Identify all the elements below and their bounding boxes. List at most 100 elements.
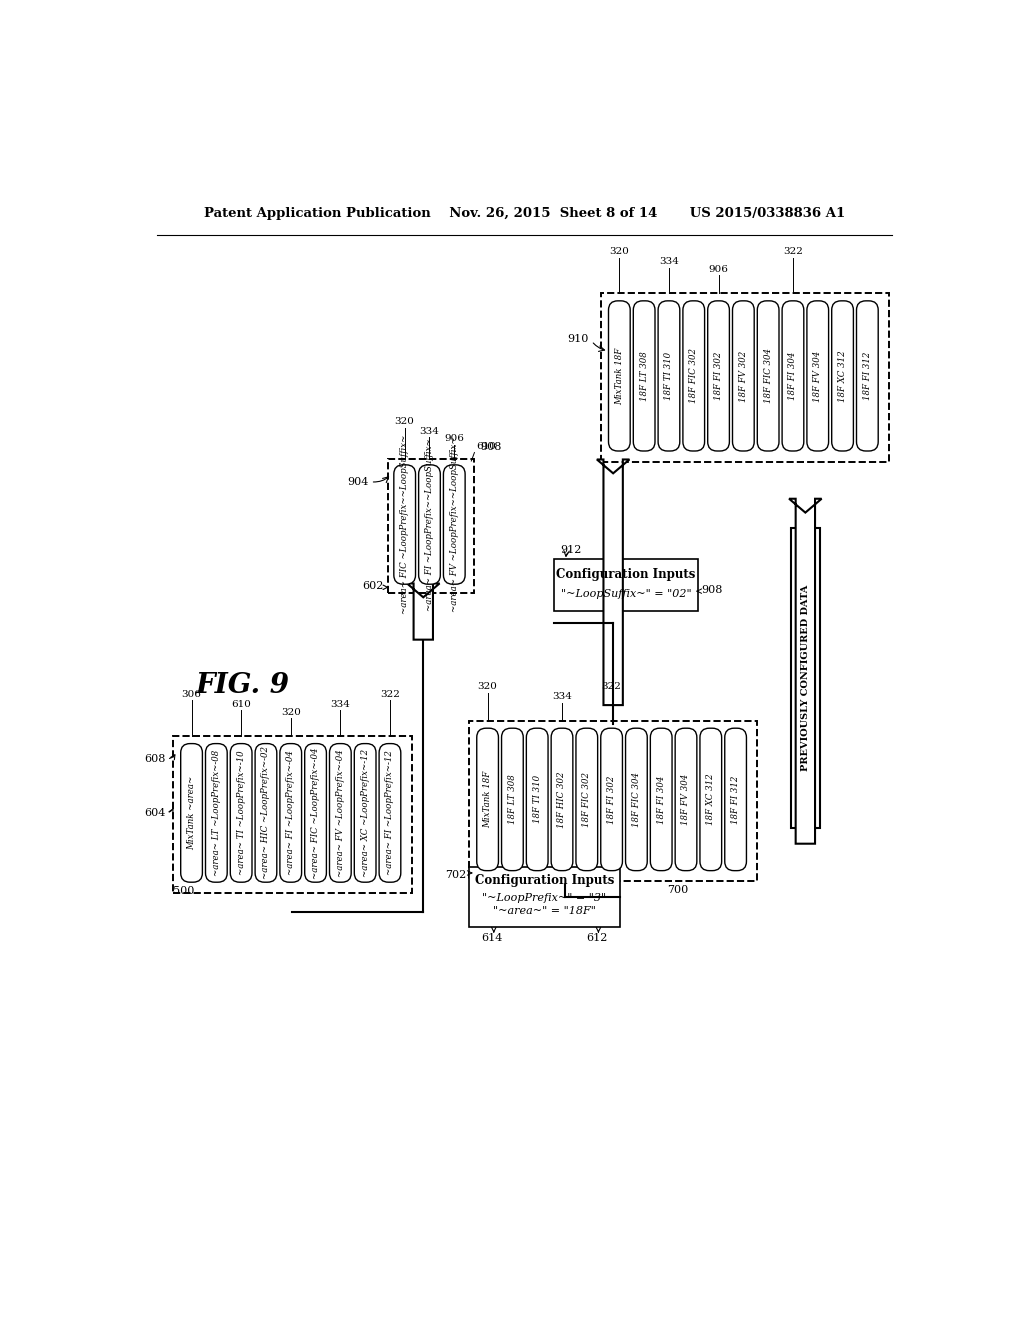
Text: 334: 334: [659, 257, 679, 267]
Bar: [791, 528, 820, 829]
FancyBboxPatch shape: [658, 301, 680, 451]
Text: 18F LT 308: 18F LT 308: [640, 351, 648, 401]
Text: MixTank ~area~: MixTank ~area~: [187, 776, 196, 850]
Text: ~area~ FI ~LoopPrefix~-12: ~area~ FI ~LoopPrefix~-12: [385, 751, 394, 875]
FancyBboxPatch shape: [502, 729, 523, 871]
FancyBboxPatch shape: [280, 743, 302, 882]
Text: 322: 322: [602, 682, 622, 692]
FancyBboxPatch shape: [700, 729, 722, 871]
Text: 18F LT 308: 18F LT 308: [508, 775, 517, 824]
Text: 610: 610: [476, 442, 496, 451]
Text: 18F FI 312: 18F FI 312: [731, 775, 740, 824]
FancyBboxPatch shape: [394, 465, 416, 585]
FancyBboxPatch shape: [180, 743, 203, 882]
Text: 320: 320: [281, 708, 301, 717]
Text: 702: 702: [445, 870, 467, 879]
Text: 612: 612: [586, 933, 607, 942]
FancyBboxPatch shape: [608, 301, 630, 451]
Text: ~area~ XC ~LoopPrefix~-12: ~area~ XC ~LoopPrefix~-12: [360, 748, 370, 876]
FancyBboxPatch shape: [758, 301, 779, 451]
Text: 908: 908: [701, 585, 723, 594]
FancyBboxPatch shape: [675, 729, 697, 871]
FancyBboxPatch shape: [633, 301, 655, 451]
FancyBboxPatch shape: [477, 729, 499, 871]
Text: ~area~ FI ~LoopPrefix~-04: ~area~ FI ~LoopPrefix~-04: [287, 751, 295, 875]
Text: 334: 334: [420, 426, 439, 436]
Text: ~area~ FV ~LoopPrefix~~LoopSuffix~: ~area~ FV ~LoopPrefix~~LoopSuffix~: [450, 437, 459, 612]
Text: ~area~ FIC ~LoopPrefix~-04: ~area~ FIC ~LoopPrefix~-04: [311, 747, 321, 879]
Text: 18F FIC 304: 18F FIC 304: [764, 348, 773, 404]
FancyBboxPatch shape: [725, 729, 746, 871]
Text: 608: 608: [143, 754, 165, 764]
Text: 18F FV 304: 18F FV 304: [813, 350, 822, 401]
FancyBboxPatch shape: [831, 301, 853, 451]
Text: 18F FV 302: 18F FV 302: [739, 350, 748, 401]
FancyBboxPatch shape: [650, 729, 672, 871]
Text: ~area~ FI ~LoopPrefix~~LoopSuffix~: ~area~ FI ~LoopPrefix~~LoopSuffix~: [425, 438, 434, 611]
Bar: [173, 737, 412, 892]
Text: ~area~ FIC ~LoopPrefix~~LoopSuffix~: ~area~ FIC ~LoopPrefix~~LoopSuffix~: [400, 434, 410, 614]
Text: 602: 602: [362, 581, 384, 591]
Text: 18F FI 304: 18F FI 304: [656, 775, 666, 824]
FancyBboxPatch shape: [601, 729, 623, 871]
Text: ~area~ LT ~LoopPrefix~-08: ~area~ LT ~LoopPrefix~-08: [212, 750, 221, 876]
Text: 334: 334: [331, 700, 350, 709]
FancyBboxPatch shape: [379, 743, 400, 882]
FancyBboxPatch shape: [683, 301, 705, 451]
FancyBboxPatch shape: [206, 743, 227, 882]
FancyBboxPatch shape: [354, 743, 376, 882]
Text: 500: 500: [173, 886, 195, 896]
Bar: [601, 293, 889, 462]
Text: Configuration Inputs: Configuration Inputs: [556, 568, 695, 581]
Bar: [388, 459, 474, 594]
Text: "~LoopPrefix~" = "3": "~LoopPrefix~" = "3": [482, 892, 606, 903]
Text: 18F FV 304: 18F FV 304: [682, 774, 690, 825]
Text: ~area~ HIC ~LoopPrefix~-02: ~area~ HIC ~LoopPrefix~-02: [261, 746, 270, 879]
FancyBboxPatch shape: [551, 729, 572, 871]
Text: 18F TI 310: 18F TI 310: [532, 775, 542, 824]
Text: "~area~" = "18F": "~area~" = "18F": [494, 907, 596, 916]
FancyBboxPatch shape: [807, 301, 828, 451]
Text: ~area~ TI ~LoopPrefix~-10: ~area~ TI ~LoopPrefix~-10: [237, 751, 246, 875]
Text: FIG. 9: FIG. 9: [196, 672, 290, 700]
FancyBboxPatch shape: [255, 743, 276, 882]
Text: 614: 614: [481, 933, 503, 942]
Text: 912: 912: [560, 545, 582, 554]
FancyBboxPatch shape: [708, 301, 729, 451]
FancyBboxPatch shape: [443, 465, 465, 585]
FancyBboxPatch shape: [575, 729, 598, 871]
FancyBboxPatch shape: [230, 743, 252, 882]
Text: 700: 700: [667, 884, 688, 895]
Text: 908: 908: [480, 442, 502, 453]
Text: 18F XC 312: 18F XC 312: [838, 350, 847, 401]
Text: 320: 320: [609, 247, 630, 256]
Text: 18F FI 312: 18F FI 312: [863, 351, 871, 400]
Text: 910: 910: [567, 334, 589, 345]
Text: 322: 322: [783, 247, 803, 256]
Text: 18F FI 302: 18F FI 302: [714, 351, 723, 400]
Polygon shape: [790, 499, 821, 843]
Text: 604: 604: [143, 808, 165, 818]
Bar: [469, 721, 758, 882]
Text: 18F TI 310: 18F TI 310: [665, 352, 674, 400]
Text: 306: 306: [181, 690, 202, 700]
Text: ~area~ FV ~LoopPrefix~-04: ~area~ FV ~LoopPrefix~-04: [336, 748, 345, 876]
FancyBboxPatch shape: [626, 729, 647, 871]
Text: 18F FIC 302: 18F FIC 302: [689, 348, 698, 404]
Text: Configuration Inputs: Configuration Inputs: [475, 874, 614, 887]
FancyBboxPatch shape: [330, 743, 351, 882]
Bar: [469, 867, 621, 927]
Text: 906: 906: [709, 265, 728, 275]
Text: 320: 320: [394, 417, 415, 426]
Text: 18F FI 304: 18F FI 304: [788, 351, 798, 400]
Text: 18F FIC 304: 18F FIC 304: [632, 772, 641, 826]
Text: 904: 904: [347, 477, 369, 487]
FancyBboxPatch shape: [732, 301, 755, 451]
Text: 322: 322: [380, 690, 400, 700]
Text: Patent Application Publication    Nov. 26, 2015  Sheet 8 of 14       US 2015/033: Patent Application Publication Nov. 26, …: [204, 207, 846, 220]
FancyBboxPatch shape: [856, 301, 879, 451]
FancyBboxPatch shape: [305, 743, 327, 882]
Bar: [554, 558, 697, 611]
FancyBboxPatch shape: [419, 465, 440, 585]
Text: 610: 610: [231, 700, 251, 709]
